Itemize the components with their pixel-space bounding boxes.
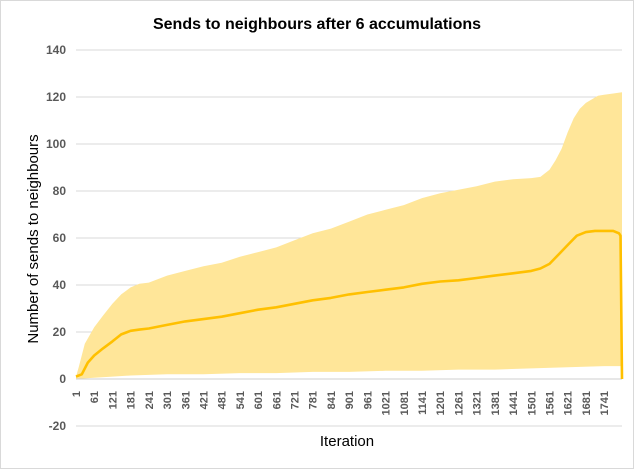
mean-line-layer bbox=[75, 229, 624, 380]
y-tick-label: 80 bbox=[53, 184, 67, 198]
x-tick-label: 781 bbox=[308, 391, 320, 409]
x-tick-label: 1261 bbox=[453, 391, 465, 415]
range-band-layer bbox=[76, 92, 622, 380]
chart-title: Sends to neighbours after 6 accumulation… bbox=[153, 16, 481, 33]
x-tick-label: 841 bbox=[326, 391, 338, 409]
y-tick-label: 120 bbox=[46, 90, 66, 104]
x-tick-label: 1 bbox=[71, 391, 83, 397]
x-tick-label: 121 bbox=[107, 391, 119, 409]
range-band bbox=[76, 92, 622, 380]
x-tick-label: 61 bbox=[89, 391, 101, 403]
x-tick-label: 1081 bbox=[399, 391, 411, 415]
x-tick-label: 1141 bbox=[417, 391, 429, 415]
x-tick-labels: 1 61 121 181 241 301 361 421 481 541 601 661 721 781 8… bbox=[71, 391, 611, 416]
x-tick-label: 481 bbox=[217, 391, 229, 409]
y-tick-label: 100 bbox=[46, 137, 66, 151]
x-axis-label: Iteration bbox=[320, 433, 374, 450]
x-tick-label: 301 bbox=[162, 391, 174, 409]
x-tick-label: 241 bbox=[144, 391, 156, 409]
y-tick-label: 20 bbox=[53, 325, 67, 339]
x-tick-label: 1561 bbox=[545, 391, 557, 415]
x-tick-label: 661 bbox=[271, 391, 283, 409]
x-tick-label: 1021 bbox=[381, 391, 393, 415]
x-tick-label: 601 bbox=[253, 391, 265, 409]
x-tick-label: 421 bbox=[199, 391, 211, 409]
y-tick-label: 140 bbox=[46, 43, 66, 57]
y-tick-label: 0 bbox=[59, 372, 66, 386]
x-tick-label: 1201 bbox=[435, 391, 447, 415]
x-tick-label: 1381 bbox=[490, 391, 502, 415]
x-tick-label: 961 bbox=[362, 391, 374, 409]
y-tick-label: -20 bbox=[49, 419, 67, 433]
mean-line bbox=[75, 229, 624, 380]
x-tick-label: 1501 bbox=[526, 391, 538, 415]
x-tick-label: 1321 bbox=[472, 391, 484, 415]
x-tick-label: 181 bbox=[126, 391, 138, 409]
y-axis-label: Number of sends to neighbours bbox=[25, 134, 42, 343]
x-tick-label: 361 bbox=[180, 391, 192, 409]
x-tick-label: 1741 bbox=[599, 391, 611, 415]
x-tick-label: 1681 bbox=[581, 391, 593, 415]
y-tick-labels: -20 0 20 40 60 80 100 120 140 bbox=[46, 43, 66, 433]
x-tick-label: 541 bbox=[235, 391, 247, 409]
x-tick-label: 1441 bbox=[508, 391, 520, 415]
x-tick-label: 901 bbox=[344, 391, 356, 409]
y-tick-label: 60 bbox=[53, 231, 67, 245]
x-tick-label: 721 bbox=[290, 391, 302, 409]
y-tick-label: 40 bbox=[53, 278, 67, 292]
x-tick-label: 1621 bbox=[563, 391, 575, 415]
